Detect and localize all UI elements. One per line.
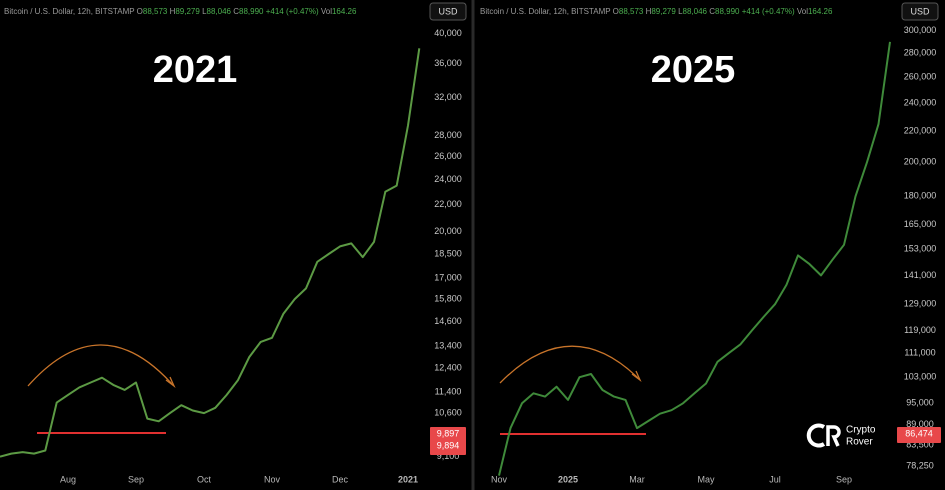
x-tick-label: Nov (491, 474, 508, 484)
y-tick-label: 32,000 (434, 92, 462, 102)
ohlc-value: 88,573 (619, 7, 646, 16)
ohlc-value: 88,990 (239, 7, 266, 16)
symbol: Bitcoin / U.S. Dollar, 12h, BITSTAMP (480, 7, 613, 16)
ohlc-key: O (137, 7, 143, 16)
logo-mark (806, 423, 841, 448)
ohlc-key: L (678, 7, 683, 16)
y-tick-label: 129,000 (904, 299, 937, 309)
vol-key: Vol (321, 7, 332, 16)
y-tick-label: 14,600 (434, 316, 462, 326)
y-tick-label: 141,000 (904, 270, 937, 280)
y-tick-label: 24,000 (434, 174, 462, 184)
ohlc-value: 88,990 (715, 7, 742, 16)
x-tick-label: 2021 (398, 474, 418, 484)
arrow-head (165, 376, 176, 389)
y-tick-label: 26,000 (434, 151, 462, 161)
ohlc-key: C (709, 7, 715, 16)
y-tick-label: 220,000 (904, 126, 937, 136)
y-tick-label: 40,000 (434, 28, 462, 38)
x-tick-label: Dec (332, 474, 349, 484)
x-tick-label: Aug (60, 474, 76, 484)
y-tick-label: 18,500 (434, 248, 462, 258)
ohlc-value: 89,279 (175, 7, 202, 16)
ohlc-key: H (646, 7, 652, 16)
y-tick-label: 89,000 (906, 419, 934, 429)
arc-annotation (499, 345, 639, 384)
y-tick-label: 240,000 (904, 98, 937, 108)
y-tick-label: 28,000 (434, 130, 462, 140)
logo-text: Rover (846, 437, 873, 448)
x-tick-label: Nov (264, 474, 281, 484)
ohlc-value: 88,573 (143, 7, 170, 16)
y-tick-label: 260,000 (904, 72, 937, 82)
price-tag-label: 9,897 (437, 428, 460, 438)
chart-header: Bitcoin / U.S. Dollar, 12h, BITSTAMP O88… (4, 7, 357, 16)
logo-text: Crypto (846, 425, 876, 436)
symbol: Bitcoin / U.S. Dollar, 12h, BITSTAMP (4, 7, 137, 16)
y-tick-label: 20,000 (434, 226, 462, 236)
vol-key: Vol (797, 7, 808, 16)
y-tick-label: 300,000 (904, 25, 937, 35)
y-tick-label: 200,000 (904, 157, 937, 167)
y-tick-label: 103,000 (904, 372, 937, 382)
y-tick-label: 9,100 (437, 451, 460, 461)
vol-value: 164.26 (332, 7, 357, 16)
y-tick-label: 15,800 (434, 293, 462, 303)
y-tick-label: 78,250 (906, 461, 934, 471)
y-tick-label: 111,000 (904, 347, 935, 357)
x-tick-label: Mar (629, 474, 645, 484)
y-tick-label: 83,500 (906, 440, 934, 450)
arrow-head (631, 370, 642, 383)
ohlc-value: 88,046 (207, 7, 234, 16)
y-tick-label: 12,400 (434, 363, 462, 373)
y-tick-label: 280,000 (904, 48, 937, 58)
y-tick-label: 22,000 (434, 199, 462, 209)
x-tick-label: May (697, 474, 715, 484)
price-tag-label: 9,894 (437, 440, 460, 450)
chart-title: 2021 (153, 49, 238, 91)
x-tick-label: Oct (197, 474, 212, 484)
y-tick-label: 11,400 (435, 387, 462, 397)
price-tag-label: 86,474 (905, 428, 933, 438)
ohlc-key: C (233, 7, 239, 16)
y-tick-label: 153,000 (904, 243, 937, 253)
currency-button (901, 2, 939, 21)
chart-title: 2025 (651, 49, 736, 91)
y-tick-label: 165,000 (904, 219, 937, 229)
price-tag (897, 427, 941, 443)
price-line (0, 48, 421, 458)
x-tick-label: Sep (128, 474, 144, 484)
vol-value: 164.26 (808, 7, 833, 16)
ohlc-key: H (170, 7, 176, 16)
currency-label: USD (910, 6, 930, 16)
y-tick-label: 10,600 (434, 408, 462, 418)
ohlc-key: O (613, 7, 619, 16)
ohlc-value: 89,279 (651, 7, 678, 16)
ohlc-value: 88,046 (683, 7, 710, 16)
y-tick-label: 13,400 (434, 341, 462, 351)
price-tag (430, 427, 466, 455)
change: +414 (+0.47%) (742, 7, 797, 16)
y-tick-label: 119,000 (904, 325, 936, 335)
x-tick-label: Jul (769, 474, 781, 484)
currency-button (429, 2, 467, 21)
x-tick-label: 2025 (558, 474, 578, 484)
x-tick-label: Sep (836, 474, 852, 484)
currency-label: USD (438, 6, 458, 16)
price-line (498, 41, 891, 476)
y-tick-label: 17,000 (434, 273, 462, 283)
y-tick-label: 180,000 (904, 191, 937, 201)
chart-header: Bitcoin / U.S. Dollar, 12h, BITSTAMP O88… (480, 7, 833, 16)
y-tick-label: 95,000 (906, 398, 934, 408)
arc-annotation (27, 344, 173, 387)
ohlc-key: L (202, 7, 207, 16)
change: +414 (+0.47%) (266, 7, 321, 16)
y-tick-label: 36,000 (434, 58, 462, 68)
